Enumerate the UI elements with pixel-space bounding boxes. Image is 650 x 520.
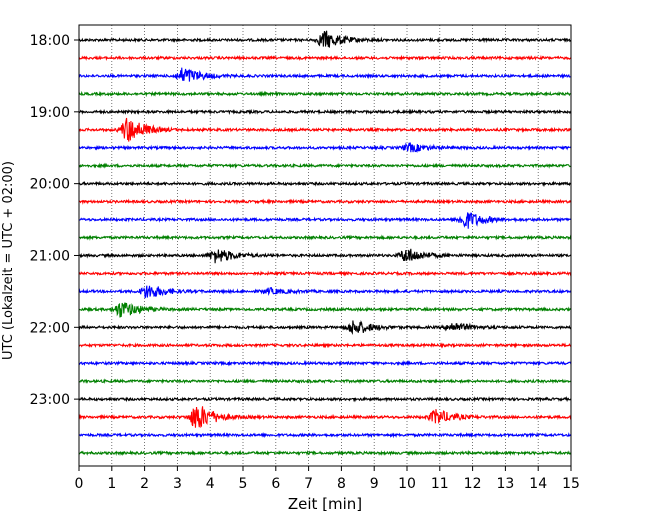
x-tick-label: 10 — [398, 476, 416, 492]
trace-line — [78, 406, 572, 429]
trace-line — [78, 270, 572, 277]
trace-line — [78, 30, 572, 48]
trace-line — [78, 248, 572, 264]
x-tick-label: 6 — [271, 476, 280, 492]
trace-line — [78, 142, 572, 154]
trace-line — [78, 162, 572, 169]
x-tick-label: 5 — [239, 476, 248, 492]
x-tick-label: 4 — [206, 476, 215, 492]
trace-line — [78, 378, 572, 385]
x-axis-label: Zeit [min] — [288, 495, 362, 513]
y-tick-label: 23:00 — [30, 392, 70, 408]
y-tick-label: 19:00 — [30, 105, 70, 121]
trace-line — [78, 341, 572, 349]
y-tick-label: 18:00 — [30, 33, 70, 49]
y-tick-label: 20:00 — [30, 177, 70, 193]
trace-line — [78, 449, 572, 457]
trace-line — [78, 320, 572, 336]
trace-line — [78, 117, 572, 142]
trace-line — [78, 108, 572, 116]
x-tick-label: 0 — [75, 476, 84, 492]
y-tick-label: 21:00 — [30, 248, 70, 264]
y-tick-label: 22:00 — [30, 320, 70, 336]
trace-line — [78, 198, 572, 205]
trace-line — [78, 54, 572, 62]
y-axis-label: UTC (Lokalzeit = UTC + 02:00) — [1, 161, 16, 360]
trace-line — [78, 285, 572, 299]
x-tick-label: 3 — [173, 476, 182, 492]
x-tick-label: 1 — [107, 476, 116, 492]
x-tick-label: 15 — [562, 476, 580, 492]
x-tick-label: 8 — [337, 476, 346, 492]
plot-frame — [78, 24, 572, 467]
trace-line — [78, 302, 572, 318]
trace-line — [78, 180, 572, 187]
x-tick-label: 11 — [431, 476, 449, 492]
trace-line — [78, 431, 572, 439]
trace-line — [78, 359, 572, 367]
x-tick-label: 7 — [304, 476, 313, 492]
trace-line — [78, 90, 572, 98]
trace-line — [78, 234, 572, 241]
x-axis: 0 1 2 3 4 5 6 7 8 9 10 11 12 13 14 15 — [75, 466, 580, 492]
trace-line — [78, 67, 572, 82]
x-tick-label: 2 — [140, 476, 149, 492]
y-axis: 18:00 19:00 20:00 21:00 22:00 23:00 — [30, 33, 79, 408]
seismic-traces — [78, 30, 572, 457]
x-tick-label: 13 — [496, 476, 514, 492]
trace-line — [78, 212, 572, 229]
trace-line — [78, 395, 572, 403]
x-tick-label: 12 — [464, 476, 482, 492]
x-tick-label: 9 — [370, 476, 379, 492]
x-tick-label: 14 — [529, 476, 547, 492]
